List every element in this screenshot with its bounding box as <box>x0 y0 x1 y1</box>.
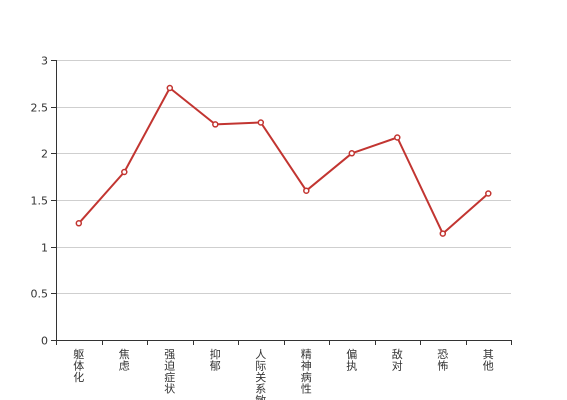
data-point[interactable] <box>394 134 401 141</box>
x-tick-label: 精神病性 <box>301 348 312 396</box>
y-tick-label: 0.5 <box>31 288 49 301</box>
data-point[interactable] <box>257 119 265 126</box>
x-tick-label: 偏执 <box>346 347 357 373</box>
x-tick-label: 焦虑 <box>119 348 130 373</box>
x-tick-label: 抑郁 <box>210 347 221 373</box>
x-tick-label: 敌对 <box>392 347 403 373</box>
x-tick-label: 躯体化 <box>73 348 84 384</box>
data-point[interactable] <box>166 84 174 92</box>
data-point[interactable] <box>303 187 310 194</box>
x-tick-label: 恐怖 <box>437 348 448 373</box>
x-tick-label: 其他 <box>483 348 494 373</box>
y-tick-label: 2.5 <box>31 102 49 115</box>
series-line <box>77 87 490 235</box>
data-point[interactable] <box>75 220 83 227</box>
y-tick-label: 2 <box>41 148 48 161</box>
x-axis-tick-labels: 躯体化 焦虑 强迫症状 抑郁 人际关系敏感 精神病性 偏执 敌对 恐怖 其他 <box>73 347 494 400</box>
y-tick-label: 3 <box>41 55 48 68</box>
axes <box>51 60 512 345</box>
y-tick-label: 1 <box>41 242 48 255</box>
y-tick-label: 0 <box>41 335 48 348</box>
data-point[interactable] <box>439 230 447 237</box>
data-point[interactable] <box>121 168 128 176</box>
grid-lines <box>56 60 511 294</box>
data-point[interactable] <box>485 190 492 197</box>
data-point[interactable] <box>348 150 356 157</box>
y-tick-label: 1.5 <box>31 195 49 208</box>
series-layer <box>75 84 492 237</box>
x-tick-label: 强迫症状 <box>164 348 175 396</box>
data-point[interactable] <box>212 121 219 128</box>
y-axis-tick-labels: 0 0.5 1 1.5 2 2.5 3 <box>31 55 49 348</box>
x-tick-label: 人际关系敏感 <box>255 348 266 400</box>
